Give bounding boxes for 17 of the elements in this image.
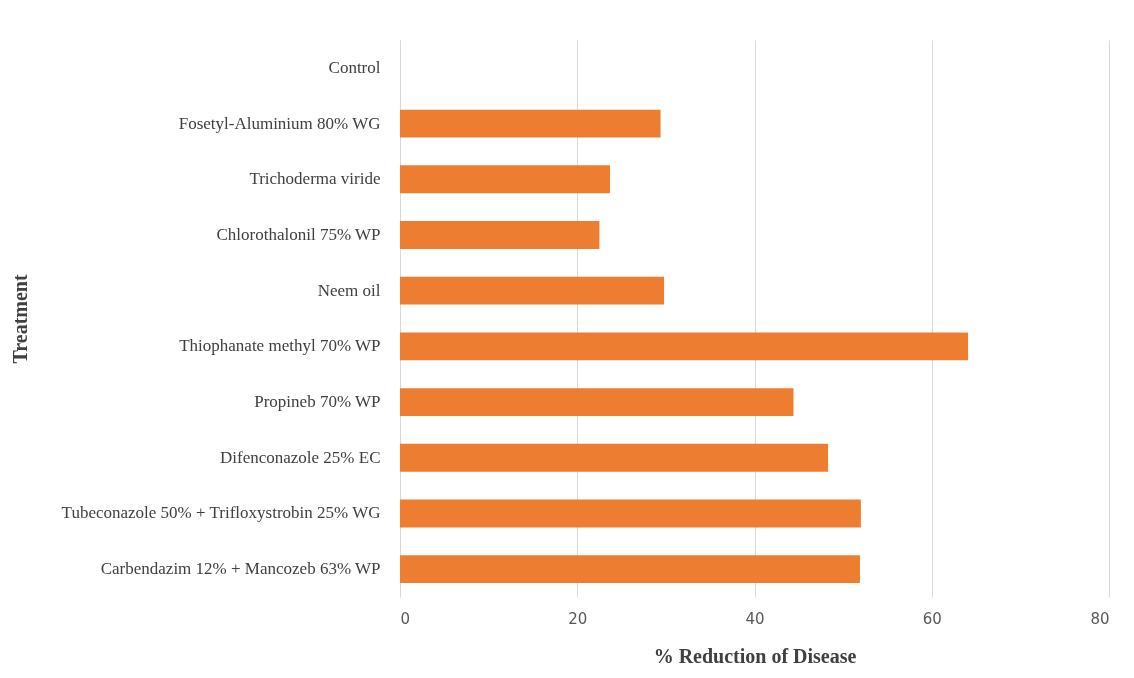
y-tick-label: Carbendazim 12% + Mancozeb 63% WP	[100, 559, 381, 579]
x-tick-label: 20	[568, 609, 588, 628]
y-tick-label: Chlorothalonil 75% WP	[216, 224, 381, 244]
y-tick-label: Propineb 70% WP	[254, 392, 381, 412]
y-tick-label: Neem oil	[317, 280, 381, 300]
y-tick-label: Thiophanate methyl 70% WP	[179, 336, 381, 356]
y-tick-label: Trichoderma viride	[249, 169, 381, 189]
x-tick-label: 0	[400, 609, 411, 628]
x-tick-label: 40	[745, 609, 765, 628]
x-tick-label: 60	[922, 609, 942, 628]
y-tick-label: Difenconazole 25% EC	[220, 447, 381, 467]
y-tick-label: Control	[328, 57, 381, 77]
x-tick-label: 80	[1090, 609, 1110, 628]
y-axis-title: Treatment	[8, 274, 31, 364]
x-axis-title: % Reduction of Disease	[653, 644, 857, 667]
y-tick-label: Fosetyl-Aluminium 80% WG	[178, 113, 381, 133]
y-tick-label: Tubeconazole 50% + Trifloxystrobin 25% WG	[61, 503, 381, 523]
